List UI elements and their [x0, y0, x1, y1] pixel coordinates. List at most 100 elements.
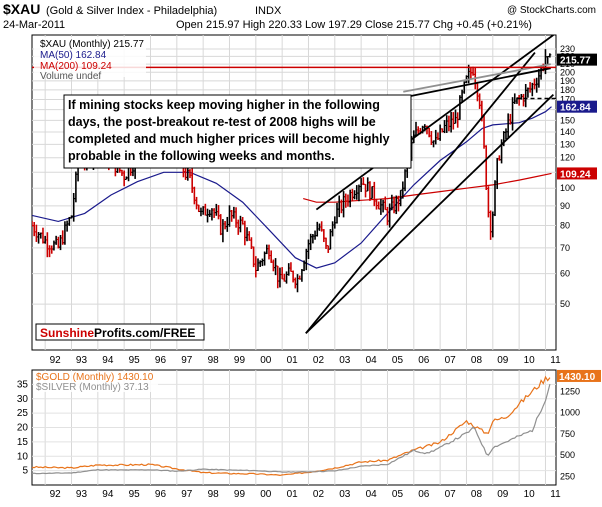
price-x-tick-label: 01 [287, 355, 299, 366]
silver-y-tick-label: 10 [17, 451, 29, 462]
gold-y-tick-label: 750 [560, 429, 575, 439]
price-y-tick-label: 150 [560, 115, 575, 125]
price-label-bg [557, 100, 597, 113]
silver-y-tick-label: 5 [22, 466, 28, 477]
metals-x-tick-label: 01 [287, 489, 299, 500]
price-y-tick-label: 180 [560, 85, 575, 95]
price-legend: $XAU (Monthly) 215.77 MA(50) 162.84 MA(2… [34, 37, 146, 82]
symbol-name: (Gold & Silver Index - Philadelphia) [46, 5, 217, 17]
price-label: 109.24 [560, 169, 591, 180]
price-x-tick-label: 98 [208, 355, 220, 366]
legend-silver: $SILVER (Monthly) 37.13 [36, 382, 149, 393]
price-y-tick-label: 140 [560, 127, 575, 137]
metals-panel-plot [32, 375, 551, 477]
gold-y-tick-label: 1000 [560, 408, 580, 418]
metals-x-tick-label: 99 [234, 489, 246, 500]
price-x-axis: 92 93 94 95 96 97 98 99 00 01 02 03 04 05 06 07 08 09 10 11 [50, 355, 561, 366]
metals-x-tick-label: 05 [392, 489, 404, 500]
price-y-tick-label: 50 [560, 299, 570, 309]
annotation-text: If mining stocks keep moving higher in t… [68, 98, 390, 163]
metals-x-tick-label: 02 [313, 489, 325, 500]
price-panel-frame [31, 34, 557, 351]
price-x-tick-label: 95 [129, 355, 141, 366]
trend-line [403, 63, 551, 93]
metals-x-tick-label: 96 [155, 489, 167, 500]
legend-gold: $GOLD (Monthly) 1430.10 [36, 372, 154, 383]
price-y-tick-label: 200 [560, 67, 575, 77]
price-y-tick-label: 70 [560, 243, 570, 253]
price-x-tick-label: 00 [260, 355, 272, 366]
ma200-line [303, 172, 552, 203]
price-x-tick-label: 04 [366, 355, 378, 366]
price-x-tick-label: 09 [497, 355, 509, 366]
price-y-tick-label: 170 [560, 94, 575, 104]
price-legend-bg [34, 37, 146, 77]
price-y-tick-label: 90 [560, 201, 570, 211]
metals-x-tick-label: 04 [366, 489, 378, 500]
price-x-tick-label: 97 [181, 355, 193, 366]
price-label: 215.77 [560, 56, 591, 67]
brand-part2: Profits.com/FREE [94, 326, 195, 340]
price-y-tick-label: 190 [560, 76, 575, 86]
gold-price-label: 1430.10 [559, 372, 596, 383]
brand-bg [35, 323, 205, 341]
price-x-tick-label: 94 [102, 355, 114, 366]
metals-legend-bg [34, 371, 158, 392]
metals-x-tick-label: 95 [129, 489, 141, 500]
price-label: 162.84 [560, 103, 591, 114]
legend-volume: Volume undef [40, 71, 101, 82]
trend-line [305, 52, 536, 334]
silver-y-tick-label: 35 [17, 379, 29, 390]
date: 24-Mar-2011 [3, 19, 65, 31]
price-x-tick-label: 11 [550, 355, 561, 366]
price-y-tick-label: 60 [560, 269, 570, 279]
metals-x-axis: 92 93 94 95 96 97 98 99 00 01 02 03 04 05 06 07 08 09 10 11 [50, 489, 561, 500]
price-y-tick-label: 230 [560, 44, 575, 54]
brand-part1: Sunshine [40, 326, 94, 340]
price-panel-axis: 2302202102001901801701601501401301201101… [557, 44, 597, 309]
legend-ma200: MA(200) 109.24 [40, 61, 112, 72]
silver-y-tick-label: 20 [17, 423, 29, 434]
gold-line [32, 375, 551, 477]
gold-y-tick-label: 500 [560, 450, 575, 460]
price-y-tick-label: 130 [560, 139, 575, 149]
metals-x-tick-label: 03 [339, 489, 351, 500]
metals-x-tick-label: 00 [260, 489, 272, 500]
gold-price-label-bg [557, 369, 601, 382]
price-x-tick-label: 02 [313, 355, 325, 366]
metals-x-tick-label: 09 [497, 489, 509, 500]
price-x-tick-label: 93 [76, 355, 88, 366]
metals-panel-grid [32, 370, 556, 485]
silver-y-tick-label: 25 [17, 408, 29, 419]
trend-line [403, 67, 551, 99]
metals-x-tick-label: 93 [76, 489, 88, 500]
metals-x-tick-label: 92 [50, 489, 62, 500]
annotation-bg [63, 94, 412, 169]
brand-box[interactable]: SunshineProfits.com/FREE [35, 323, 205, 341]
price-y-tick-label: 80 [560, 221, 570, 231]
price-x-tick-label: 06 [418, 355, 430, 366]
watermark: @ StockCharts.com [507, 5, 596, 16]
metals-x-tick-label: 07 [445, 489, 457, 500]
price-x-tick-label: 07 [445, 355, 457, 366]
price-x-tick-label: 05 [392, 355, 404, 366]
metals-x-tick-label: 10 [524, 489, 536, 500]
price-y-tick-label: 100 [560, 183, 575, 193]
ohlc-readout: Open 215.97 High 220.33 Low 197.29 Close… [176, 19, 532, 31]
gold-y-tick-label: 1250 [560, 386, 580, 396]
ma50-line [32, 106, 552, 269]
metals-x-tick-label: 98 [208, 489, 220, 500]
metals-x-tick-label: 11 [550, 489, 561, 500]
silver-line [32, 383, 551, 475]
metals-x-tick-label: 94 [102, 489, 114, 500]
metals-legend: $GOLD (Monthly) 1430.10 $SILVER (Monthly… [34, 371, 158, 393]
exchange: INDX [255, 5, 282, 17]
symbol: $XAU [3, 1, 40, 17]
legend-ma50: MA(50) 162.84 [40, 50, 107, 61]
brand-text: SunshineProfits.com/FREE [40, 326, 195, 340]
price-x-tick-label: 03 [339, 355, 351, 366]
price-x-tick-label: 92 [50, 355, 62, 366]
price-x-tick-label: 10 [524, 355, 536, 366]
